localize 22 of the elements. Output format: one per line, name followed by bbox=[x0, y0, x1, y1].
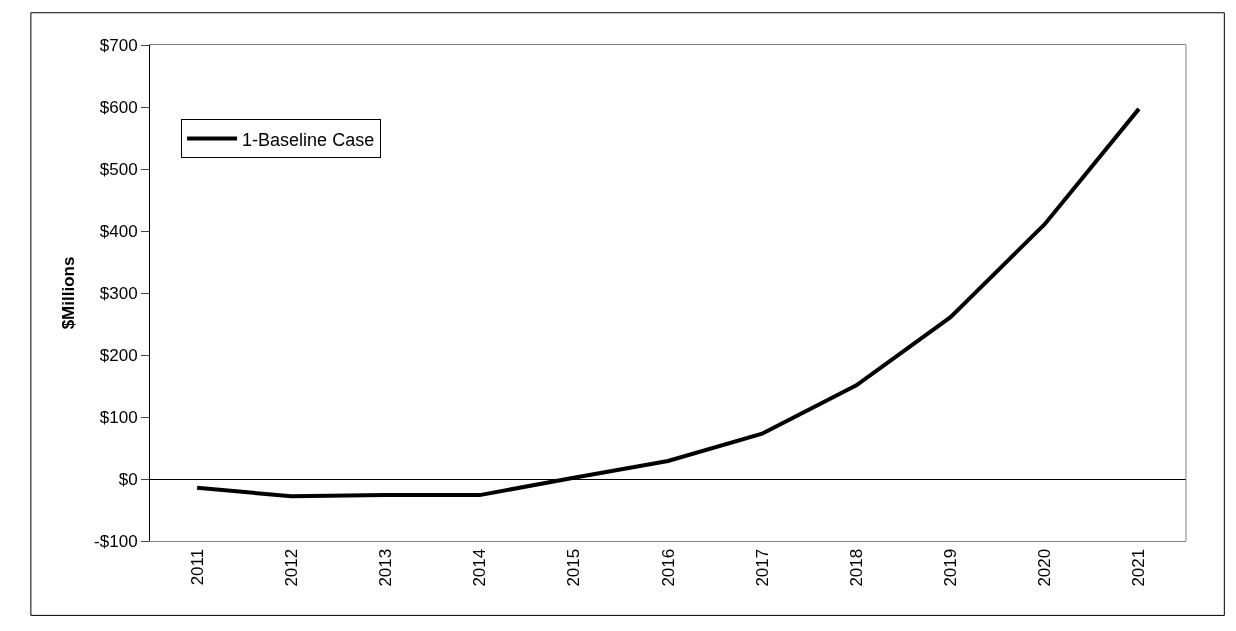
x-tick-label: 2018 bbox=[846, 548, 866, 587]
x-tick-label: 2016 bbox=[658, 548, 678, 587]
y-axis-title: $Millions bbox=[58, 256, 78, 330]
y-tick-label: $0 bbox=[118, 469, 138, 489]
x-tick-label: 2011 bbox=[187, 548, 207, 586]
legend-label: 1-Baseline Case bbox=[242, 129, 375, 150]
x-tick-label: 2020 bbox=[1035, 548, 1055, 587]
x-tick-label: 2017 bbox=[752, 548, 772, 587]
y-tick-label: $500 bbox=[99, 159, 138, 179]
y-tick-label: $700 bbox=[99, 35, 138, 55]
y-tick-label: $100 bbox=[99, 407, 138, 427]
x-tick-label: 2021 bbox=[1129, 548, 1149, 587]
x-tick-label: 2013 bbox=[375, 548, 395, 587]
y-tick-label: $200 bbox=[99, 345, 138, 365]
y-tick-label: $400 bbox=[99, 221, 138, 241]
x-tick-label: 2014 bbox=[470, 548, 490, 587]
y-tick-label: $300 bbox=[99, 283, 138, 303]
x-tick-label: 2015 bbox=[564, 548, 584, 587]
x-tick-label: 2019 bbox=[941, 548, 961, 587]
y-tick-label: $600 bbox=[99, 97, 138, 117]
x-tick-label: 2012 bbox=[281, 548, 301, 587]
y-tick-label: -$100 bbox=[94, 531, 138, 551]
